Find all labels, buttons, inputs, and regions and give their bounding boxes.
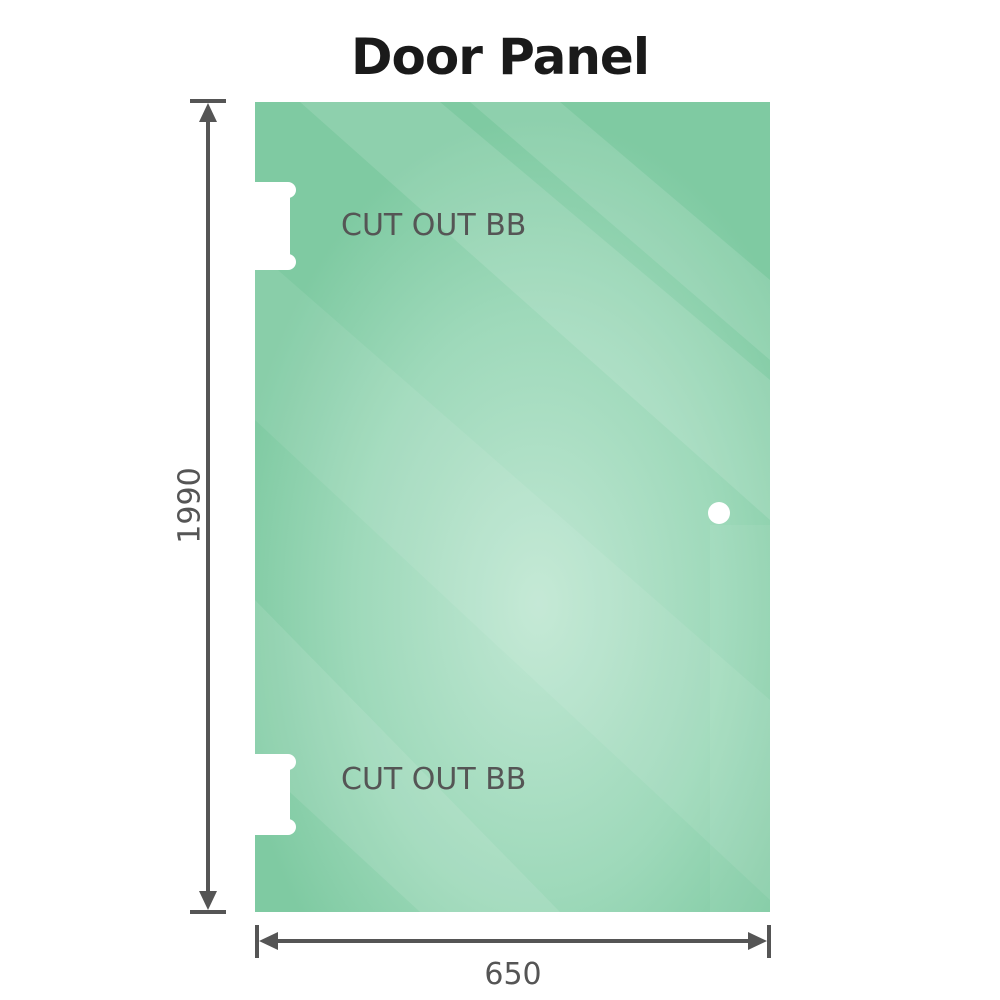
cutout-bottom: [250, 754, 296, 835]
height-dimension-label: 1990: [172, 467, 208, 544]
handle-hole: [708, 502, 730, 524]
diagram-title: Door Panel: [351, 28, 650, 86]
cutout-top: [250, 182, 296, 270]
cutout-bottom-label: CUT OUT BB: [341, 762, 527, 797]
width-dimension-label: 650: [484, 957, 542, 992]
height-dimension-line: [190, 99, 226, 914]
glass-reflections: [255, 102, 770, 912]
cutout-top-label: CUT OUT BB: [341, 208, 527, 243]
width-dimension-line: [255, 925, 771, 958]
glass-panel: [255, 102, 770, 912]
